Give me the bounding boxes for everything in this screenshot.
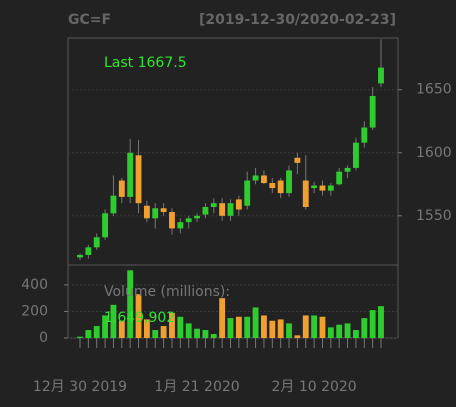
candle-body [319, 185, 326, 191]
volume-bar [244, 316, 251, 338]
volume-bar [369, 310, 376, 338]
volume-bar [286, 323, 292, 338]
candle-body [127, 152, 134, 197]
volume-bar [302, 315, 309, 338]
candle-body [344, 167, 351, 172]
volume-bar [152, 330, 159, 338]
volume-bar [378, 306, 384, 338]
x-tick-label: 2月 10 2020 [271, 379, 356, 395]
volume-bar [261, 315, 267, 338]
volume-bar [277, 319, 284, 338]
candle-body [93, 237, 100, 248]
candle-body [160, 208, 167, 213]
candle-body [336, 171, 343, 185]
candle-body [118, 180, 125, 197]
candle-body [269, 183, 276, 189]
candle-body [194, 215, 200, 219]
vol-tick-label: 400 [21, 277, 48, 293]
vol-tick-label: 200 [21, 303, 48, 319]
volume-bar [219, 298, 226, 338]
volume-bar [311, 315, 318, 338]
volume-bar [85, 330, 92, 338]
candle-body [378, 67, 384, 84]
volume-bar [227, 318, 234, 338]
candle-body [185, 218, 192, 223]
volume-bar [169, 312, 175, 338]
volume-bar [110, 304, 117, 338]
candle-body [277, 180, 284, 194]
candle-body [311, 185, 318, 189]
candle-body [302, 180, 309, 207]
candle-body [261, 175, 267, 184]
candle-body [169, 212, 175, 229]
candle-body [235, 199, 242, 210]
volume-bar [177, 316, 184, 338]
candle-body [202, 206, 209, 215]
candle-body [369, 96, 376, 128]
vol-tick-label: 0 [39, 330, 48, 346]
volume-bar [194, 328, 200, 338]
candle-body [227, 203, 234, 216]
volume-bar [294, 335, 301, 338]
x-tick-label: 1月 21 2020 [154, 379, 239, 395]
volume-bar [93, 326, 100, 338]
candle-body [110, 195, 117, 214]
volume-bar [361, 318, 368, 338]
last-label: Last 1667.5 [104, 55, 187, 71]
candle-body [219, 203, 226, 216]
volume-bar [352, 330, 359, 338]
volume-bar [327, 327, 334, 338]
candle-body [244, 180, 251, 206]
candle-body [327, 185, 334, 191]
x-tick-label: 12月 30 2019 [33, 379, 127, 395]
chart-title: GC=F [68, 12, 111, 28]
candle-body [135, 155, 142, 204]
candle-body [102, 213, 109, 238]
candle-body [361, 127, 368, 143]
candle-body [210, 203, 217, 207]
volume-bar [135, 294, 142, 338]
candle-body [286, 170, 292, 194]
volume-bar [210, 334, 217, 338]
y-tick-label: 1650 [416, 82, 452, 98]
volume-bar [185, 323, 192, 338]
candle-body [85, 247, 92, 255]
candle-body [143, 205, 150, 219]
candle-body [177, 222, 184, 229]
volume-bar [102, 315, 109, 338]
candle-body [152, 208, 159, 219]
y-tick-label: 1600 [416, 145, 452, 161]
candle-body [352, 142, 359, 168]
volume-bar [118, 320, 125, 338]
volume-bar [160, 326, 167, 338]
date-range: [2019-12-30/2020-02-23] [199, 12, 396, 28]
volume-bar [77, 336, 83, 338]
candle-body [77, 254, 83, 258]
candle-body [252, 175, 259, 181]
volume-bar [143, 319, 150, 338]
volume-value: 1,649,902 [104, 310, 175, 326]
y-tick-label: 1550 [416, 208, 452, 224]
volume-bar [235, 316, 242, 338]
volume-bar [344, 323, 351, 338]
volume-bar [336, 324, 343, 338]
volume-bar [269, 320, 276, 338]
volume-bar [252, 307, 259, 338]
volume-bar [202, 330, 209, 338]
volume-bar [127, 270, 134, 338]
volume-label: Volume (millions): [104, 284, 230, 300]
volume-bar [319, 316, 326, 338]
candle-body [294, 157, 301, 163]
